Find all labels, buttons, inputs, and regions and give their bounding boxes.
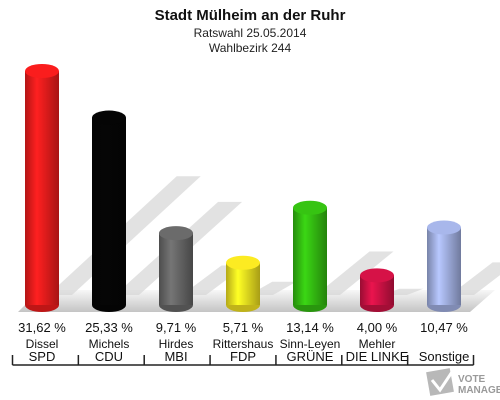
value-label: 31,62 % <box>18 320 66 335</box>
chart-title: Stadt Mülheim an der Ruhr <box>155 7 346 24</box>
candidate-label: Sinn-Leyen <box>280 337 341 351</box>
value-label: 9,71 % <box>156 320 197 335</box>
value-label: 4,00 % <box>357 320 398 335</box>
chart-subtitle: Ratswahl 25.05.2014 <box>194 26 307 40</box>
candidate-label: Michels <box>89 337 130 351</box>
category-label: MBI <box>164 349 187 364</box>
bar-mbi <box>159 226 193 312</box>
candidate-label: Hirdes <box>159 337 194 351</box>
value-label: 5,71 % <box>223 320 264 335</box>
category-label: FDP <box>230 349 256 364</box>
bars-group <box>25 64 461 312</box>
category-bracket <box>11 355 475 366</box>
candidate-label: Rittershaus <box>213 337 274 351</box>
category-label: GRÜNE <box>287 349 334 364</box>
vote-manager-logo: VOTE MANAGER <box>426 368 500 396</box>
bar-shadow <box>316 251 394 295</box>
bar-spd <box>25 64 59 312</box>
value-label: 25,33 % <box>85 320 133 335</box>
bar-shadow <box>450 262 500 295</box>
logo-text-manager: MANAGER <box>458 385 500 396</box>
bar-shadow <box>249 281 297 295</box>
chart-subtitle-district: Wahlbezirk 244 <box>209 41 292 55</box>
candidate-label: Mehler <box>359 337 396 351</box>
category-label: SPD <box>29 349 56 364</box>
value-label: 10,47 % <box>420 320 468 335</box>
category-label: DIE LINKE <box>346 349 409 364</box>
bar-cdu <box>92 110 126 312</box>
bar-fdp <box>226 255 260 312</box>
category-label: CDU <box>95 349 123 364</box>
category-label: Sonstige <box>419 349 470 364</box>
candidate-label: Dissel <box>26 337 59 351</box>
bar-die-linke <box>360 268 394 312</box>
logo-text-vote: VOTE <box>458 374 486 385</box>
ballot-check-icon <box>426 368 454 396</box>
value-label: 13,14 % <box>286 320 334 335</box>
bar-sonstige <box>427 220 461 312</box>
bar-grüne <box>293 200 327 312</box>
